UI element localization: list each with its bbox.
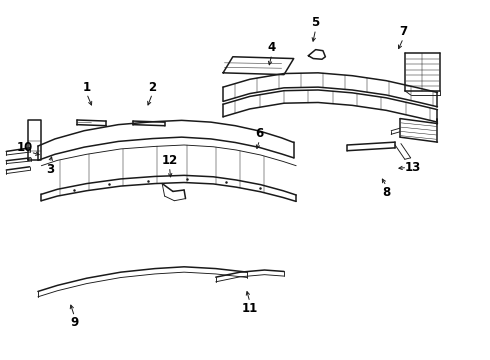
Text: 2: 2 bbox=[148, 81, 156, 94]
Text: 6: 6 bbox=[255, 127, 264, 140]
Text: 8: 8 bbox=[382, 186, 391, 199]
Text: 3: 3 bbox=[46, 163, 54, 176]
Text: 5: 5 bbox=[312, 16, 320, 29]
Text: 7: 7 bbox=[399, 25, 407, 38]
Text: 10: 10 bbox=[17, 141, 33, 154]
Text: 9: 9 bbox=[71, 316, 78, 329]
Text: 11: 11 bbox=[242, 302, 258, 315]
Text: 13: 13 bbox=[405, 161, 421, 174]
Text: 4: 4 bbox=[268, 41, 276, 54]
Text: 12: 12 bbox=[161, 154, 177, 167]
Text: 1: 1 bbox=[83, 81, 91, 94]
